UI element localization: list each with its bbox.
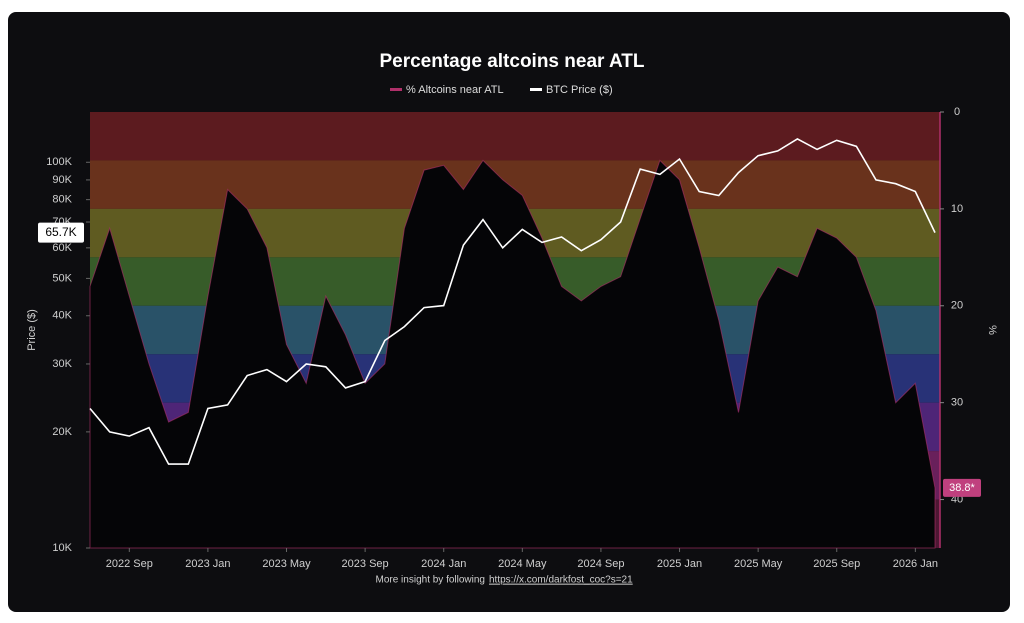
y-tick-label: 40K (52, 310, 72, 322)
y-tick-label: 90K (52, 174, 72, 186)
y-tick-label: 60K (52, 242, 72, 254)
x-tick-label: 2023 Jan (185, 558, 230, 570)
legend-swatch (530, 88, 542, 91)
y2-tick-label: 0 (954, 106, 960, 118)
footer-link[interactable]: https://x.com/darkfost_coc?s=21 (489, 575, 633, 586)
y2-tick-label: 30 (951, 397, 963, 409)
y2-tick-label: 10 (951, 203, 963, 215)
x-tick-label: 2023 Sep (342, 558, 389, 570)
y-tick-label: 10K (52, 542, 72, 554)
x-tick-label: 2024 Jan (421, 558, 466, 570)
y-tick-label: 50K (52, 272, 72, 284)
x-tick-label: 2024 Sep (577, 558, 624, 570)
value-label: 38.8* (949, 482, 975, 494)
legend-swatch (390, 88, 402, 91)
value-badge (38, 222, 84, 243)
legend-label: BTC Price ($) (546, 84, 613, 96)
y-axis-label: Price ($) (26, 309, 38, 351)
x-tick-label: 2024 May (498, 558, 547, 570)
x-tick-label: 2025 Jan (657, 558, 702, 570)
x-tick-label: 2025 May (734, 558, 783, 570)
y-tick-label: 30K (52, 358, 72, 370)
y2-axis-label: % (986, 325, 998, 335)
value-badge (943, 478, 981, 497)
y-tick-label: 20K (52, 426, 72, 438)
x-tick-label: 2023 May (262, 558, 311, 570)
footer: More insight by following (376, 575, 486, 586)
x-tick-label: 2026 Jan (893, 558, 938, 570)
x-tick-label: 2025 Sep (813, 558, 860, 570)
band (90, 112, 940, 161)
y2-tick-label: 20 (951, 300, 963, 312)
legend-label: % Altcoins near ATL (406, 84, 504, 96)
btc-line (89, 137, 936, 465)
altcoin-area (89, 159, 936, 549)
x-tick-label: 2022 Sep (106, 558, 153, 570)
y-tick-label: 80K (52, 194, 72, 206)
value-label: 65.7K (45, 225, 76, 239)
chart-title: Percentage altcoins near ATL (379, 51, 644, 72)
y-tick-label: 100K (46, 156, 72, 168)
